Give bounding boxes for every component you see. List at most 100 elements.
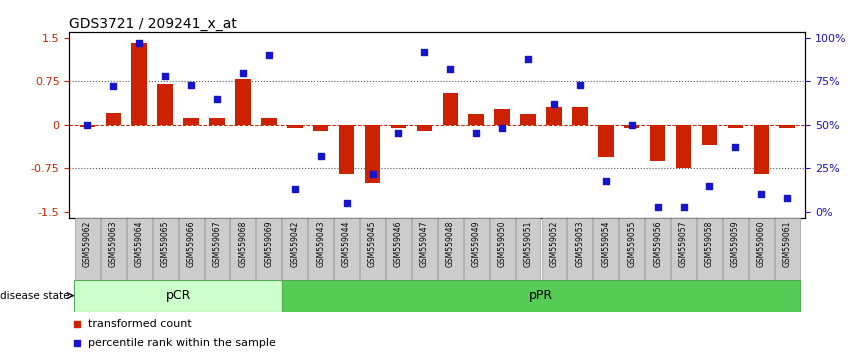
Bar — [779, 125, 795, 128]
Point — [676, 204, 690, 210]
Bar — [334, 218, 359, 280]
Bar — [282, 218, 307, 280]
Text: GSM559047: GSM559047 — [420, 221, 429, 267]
Text: GSM559046: GSM559046 — [394, 221, 403, 267]
Text: GDS3721 / 209241_x_at: GDS3721 / 209241_x_at — [69, 17, 237, 31]
Point — [132, 40, 146, 46]
Text: GSM559049: GSM559049 — [472, 221, 481, 267]
Point — [158, 73, 172, 79]
Point — [573, 82, 587, 87]
Bar — [210, 118, 225, 125]
Text: GSM559057: GSM559057 — [679, 221, 688, 267]
Point — [547, 101, 561, 107]
Bar — [281, 280, 800, 312]
Bar — [132, 44, 147, 125]
Point — [521, 56, 535, 61]
Point — [313, 153, 327, 159]
Text: GSM559042: GSM559042 — [290, 221, 300, 267]
Text: GSM559064: GSM559064 — [135, 221, 144, 267]
Bar — [671, 218, 696, 280]
Bar — [541, 218, 566, 280]
Text: GSM559065: GSM559065 — [161, 221, 170, 267]
Bar — [236, 80, 251, 125]
Point — [624, 122, 638, 128]
Bar — [152, 218, 178, 280]
Text: pPR: pPR — [529, 289, 553, 302]
Text: GSM559061: GSM559061 — [783, 221, 792, 267]
Point — [236, 70, 250, 75]
Point — [184, 82, 198, 87]
Point — [728, 144, 742, 150]
Point — [262, 52, 275, 58]
Bar — [184, 118, 199, 125]
Bar — [261, 118, 276, 125]
Bar — [675, 125, 691, 169]
Bar — [546, 107, 562, 125]
Bar — [256, 218, 281, 280]
Bar — [386, 218, 410, 280]
Point — [497, 266, 511, 271]
Text: GSM559060: GSM559060 — [757, 221, 766, 267]
Text: GSM559055: GSM559055 — [627, 221, 637, 267]
Bar — [572, 107, 588, 125]
Bar — [74, 280, 281, 312]
Point — [365, 171, 379, 176]
Bar — [598, 125, 614, 157]
Point — [780, 195, 794, 201]
Text: GSM559050: GSM559050 — [498, 221, 507, 267]
Text: GSM559052: GSM559052 — [549, 221, 559, 267]
Bar — [593, 218, 618, 280]
Bar — [339, 125, 354, 174]
Text: percentile rank within the sample: percentile rank within the sample — [87, 338, 275, 348]
Text: GSM559066: GSM559066 — [186, 221, 196, 267]
Bar — [753, 125, 769, 174]
Point — [497, 88, 511, 94]
Bar — [494, 109, 510, 125]
Bar — [417, 125, 432, 131]
Bar — [697, 218, 722, 280]
Point — [754, 192, 768, 197]
Text: GSM559054: GSM559054 — [601, 221, 611, 267]
Bar — [727, 125, 743, 128]
Bar — [520, 114, 536, 125]
Point — [650, 204, 664, 210]
Point — [391, 131, 405, 136]
Bar — [619, 218, 644, 280]
Text: GSM559043: GSM559043 — [316, 221, 326, 267]
Bar — [75, 218, 100, 280]
Bar — [178, 218, 204, 280]
Text: disease state: disease state — [0, 291, 69, 301]
Point — [443, 66, 457, 72]
Text: pCR: pCR — [165, 289, 191, 302]
Text: GSM559069: GSM559069 — [264, 221, 274, 267]
Text: GSM559051: GSM559051 — [524, 221, 533, 267]
Bar — [775, 218, 799, 280]
Point — [107, 84, 120, 89]
Text: GSM559068: GSM559068 — [238, 221, 248, 267]
Text: GSM559058: GSM559058 — [705, 221, 714, 267]
Bar — [365, 125, 380, 183]
Point — [702, 183, 716, 189]
Bar — [489, 218, 514, 280]
Text: GSM559048: GSM559048 — [446, 221, 455, 267]
Bar — [101, 218, 126, 280]
Bar — [701, 125, 717, 145]
Bar — [412, 218, 436, 280]
Text: GSM559059: GSM559059 — [731, 221, 740, 267]
Text: GSM559044: GSM559044 — [342, 221, 351, 267]
Text: GSM559056: GSM559056 — [653, 221, 662, 267]
Bar — [567, 218, 592, 280]
Point — [288, 187, 301, 192]
Point — [210, 96, 224, 102]
Bar — [650, 125, 665, 161]
Bar — [469, 114, 484, 125]
Text: GSM559053: GSM559053 — [575, 221, 585, 267]
Point — [469, 131, 483, 136]
Point — [599, 178, 613, 183]
Bar — [645, 218, 670, 280]
Bar — [624, 125, 639, 128]
Text: transformed count: transformed count — [87, 319, 191, 329]
Bar — [308, 218, 333, 280]
Bar — [313, 125, 328, 131]
Bar — [464, 218, 488, 280]
